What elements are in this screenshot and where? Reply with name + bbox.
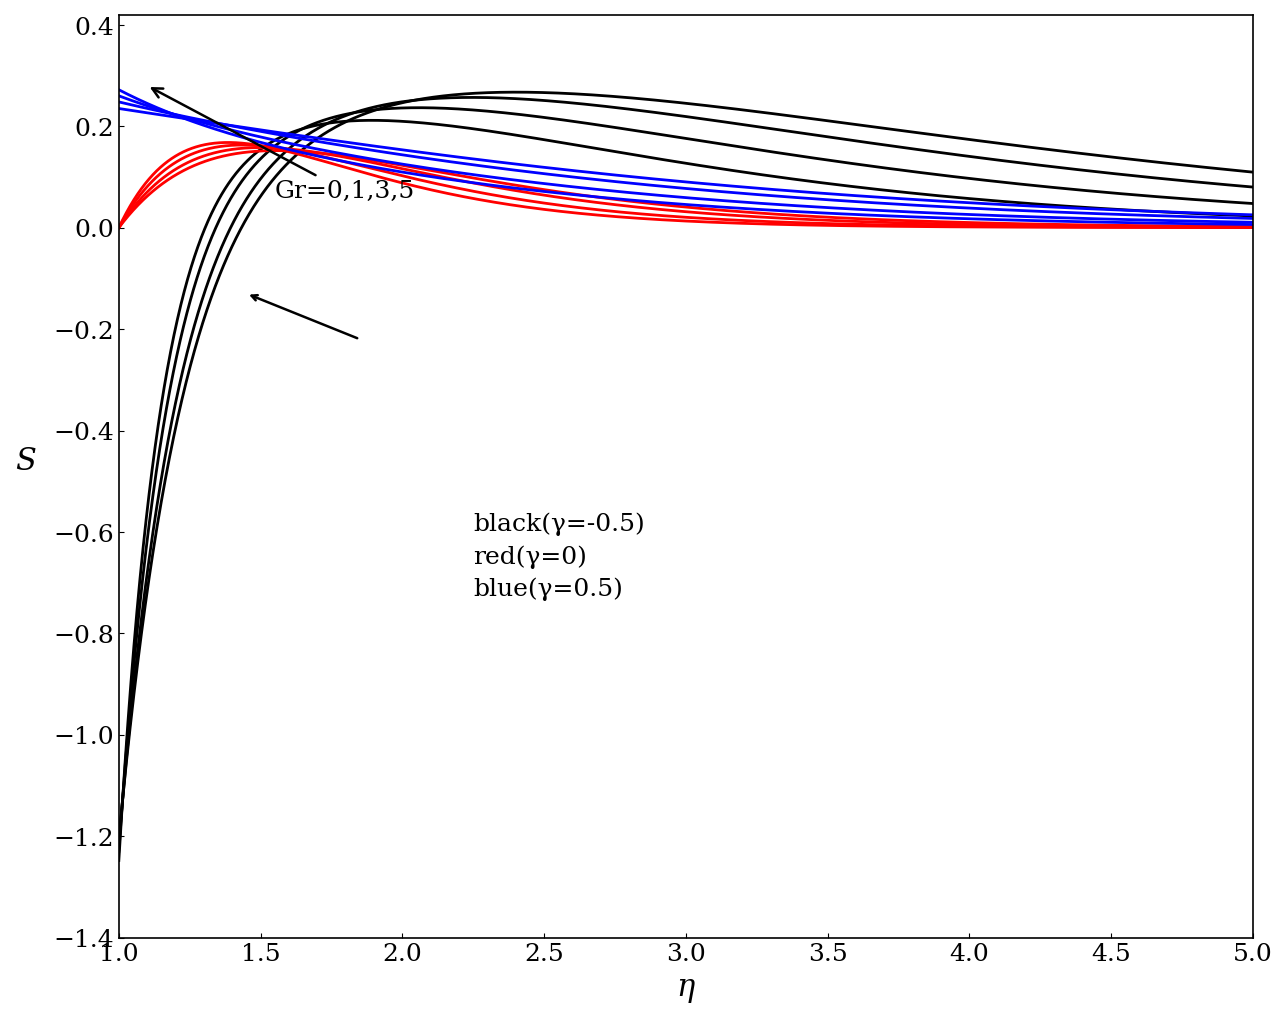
Text: black(γ=-0.5)
red(γ=0)
blue(γ=0.5): black(γ=-0.5) red(γ=0) blue(γ=0.5) xyxy=(472,512,645,601)
Text: Gr=0,1,3,5: Gr=0,1,3,5 xyxy=(152,88,414,202)
X-axis label: η: η xyxy=(677,971,695,1002)
Y-axis label: S: S xyxy=(15,445,36,477)
